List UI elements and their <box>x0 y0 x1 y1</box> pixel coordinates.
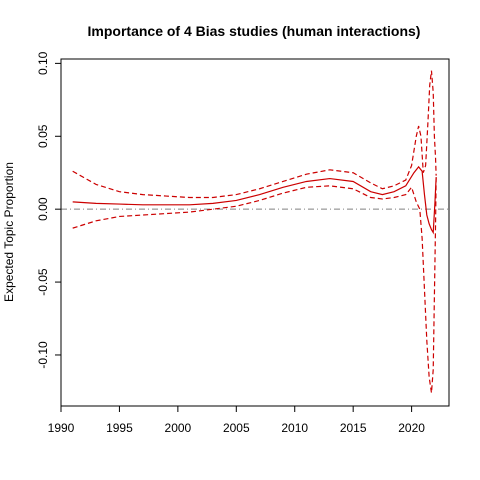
x-tick-label: 2015 <box>340 421 367 435</box>
y-axis: -0.10 -0.05 0.00 0.05 0.10 <box>36 51 62 369</box>
x-tick-label: 1995 <box>106 421 133 435</box>
y-tick-label: 0.05 <box>36 124 50 148</box>
series-layer <box>72 70 437 393</box>
x-tick-label: 2010 <box>281 421 308 435</box>
plot-frame <box>60 58 450 407</box>
series-line-estimate <box>72 165 437 235</box>
series-line-upper-bound <box>72 70 437 199</box>
y-axis-label: Expected Topic Proportion <box>2 162 16 302</box>
series-line-lower-bound <box>72 177 437 393</box>
y-tick-label: -0.10 <box>36 341 50 369</box>
x-tick-label: 2020 <box>398 421 425 435</box>
y-tick-label: 0.00 <box>36 197 50 221</box>
y-tick-label: -0.05 <box>36 268 50 296</box>
x-tick-label: 1990 <box>48 421 75 435</box>
chart-title: Importance of 4 Bias studies (human inte… <box>88 23 421 39</box>
x-tick-label: 2005 <box>223 421 250 435</box>
y-tick-label: 0.10 <box>36 51 50 75</box>
x-axis: 1990 1995 2000 2005 2010 2015 2020 <box>48 405 425 435</box>
x-tick-label: 2000 <box>165 421 192 435</box>
